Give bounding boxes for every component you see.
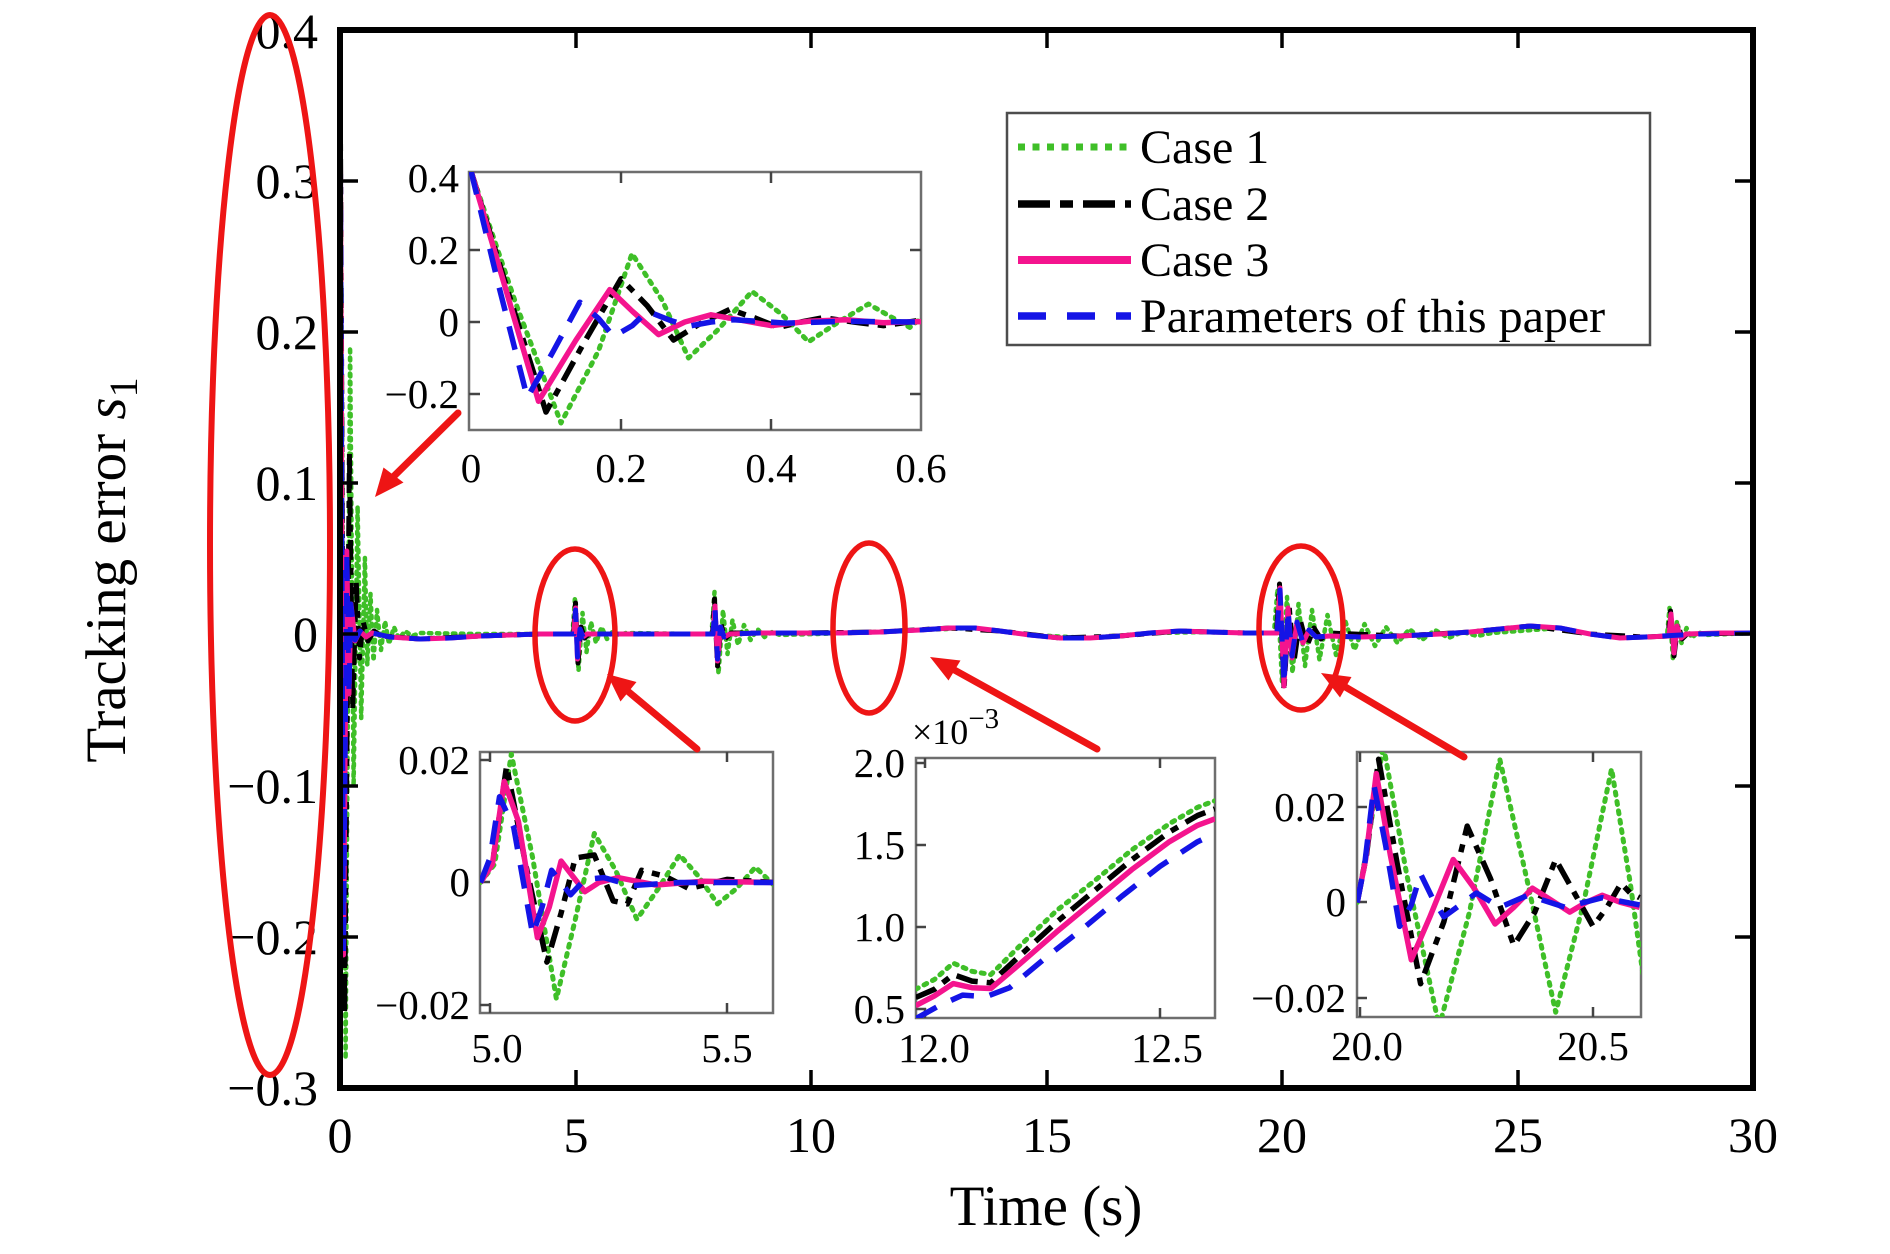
x-tick-15: 15 bbox=[1022, 1107, 1072, 1163]
ellipse-t20 bbox=[1256, 543, 1346, 713]
parameters-curve-inset-t0 bbox=[469, 172, 921, 401]
y-tick--0.2: −0.2 bbox=[227, 909, 318, 965]
inset-t20-ytick--0.02: −0.02 bbox=[1251, 975, 1346, 1021]
annotation-ellipses bbox=[207, 12, 1346, 1078]
annotation-arrows bbox=[375, 409, 1468, 761]
case-1-curve-inset-t0 bbox=[469, 172, 921, 426]
x-tick-30: 30 bbox=[1728, 1107, 1778, 1163]
parameters-curve-main bbox=[338, 29, 1754, 955]
inset-t5: 0.02 0 −0.02 5.0 5.5 bbox=[375, 737, 775, 1071]
x-axis-title: Time (s) bbox=[950, 1175, 1143, 1238]
y-tick--0.3: −0.3 bbox=[227, 1060, 318, 1116]
y-axis-title: Tracking error s1 bbox=[75, 377, 146, 762]
inset-t0-ytick-0.4: 0.4 bbox=[408, 155, 459, 201]
x-tick-5: 5 bbox=[564, 1107, 589, 1163]
case-1-curve-inset-t20 bbox=[1357, 752, 1641, 1017]
y-tick-labels: 0.4 0.3 0.2 0.1 0 −0.1 −0.2 −0.3 bbox=[227, 3, 318, 1116]
inset-t5-xtick-5.5: 5.5 bbox=[701, 1025, 752, 1071]
inset-t20: 0.02 0 −0.02 20.0 20.5 bbox=[1251, 750, 1643, 1069]
inset-t12-xtick-12.5: 12.5 bbox=[1131, 1025, 1203, 1071]
ellipse-t0 bbox=[207, 12, 333, 1078]
y-tick-0.1: 0.1 bbox=[256, 455, 319, 511]
y-tick-0.3: 0.3 bbox=[256, 153, 319, 209]
legend-label-parameters: Parameters of this paper bbox=[1140, 290, 1605, 343]
inset-t5-ytick-0.02: 0.02 bbox=[398, 737, 470, 783]
legend-label-case-3: Case 3 bbox=[1140, 234, 1269, 287]
x-tick-10: 10 bbox=[786, 1107, 836, 1163]
legend: Case 1 Case 2 Case 3 Parameters of this … bbox=[1005, 111, 1652, 347]
inset-t20-xtick-20.0: 20.0 bbox=[1331, 1023, 1403, 1069]
inset-t12-multiplier: ×10−3 bbox=[912, 703, 999, 752]
inset-t0-xtick-0: 0 bbox=[461, 445, 482, 491]
inset-t12-labels: ×10−3 2.0 1.5 1.0 0.5 12.0 12.5 bbox=[854, 703, 1203, 1071]
arrow-to-ellipse-t20 bbox=[1321, 673, 1468, 761]
inset-t12-xtick-12.0: 12.0 bbox=[898, 1025, 970, 1071]
inset-t12: ×10−3 2.0 1.5 1.0 0.5 12.0 12.5 bbox=[854, 703, 1217, 1071]
inset-t5-ytick--0.02: −0.02 bbox=[375, 982, 470, 1028]
inset-t12-ytick-1.0: 1.0 bbox=[854, 904, 905, 950]
inset-t20-ytick-0.02: 0.02 bbox=[1274, 784, 1346, 830]
inset-t5-xtick-5.0: 5.0 bbox=[471, 1025, 522, 1071]
inset-t0: 0.4 0.2 0 −0.2 0 0.2 0.4 0.6 bbox=[385, 155, 947, 491]
legend-label-case-1: Case 1 bbox=[1140, 121, 1269, 174]
inset-t0-xtick-0.6: 0.6 bbox=[895, 445, 946, 491]
ellipse-t5 bbox=[532, 546, 618, 724]
parameters-curve-inset-t12 bbox=[916, 831, 1215, 1018]
inset-t0-ytick-0.2: 0.2 bbox=[408, 227, 459, 273]
inset-t5-ytick-0: 0 bbox=[450, 859, 471, 905]
inset-t0-xtick-0.4: 0.4 bbox=[745, 445, 796, 491]
case-3-curve-inset-t12 bbox=[916, 816, 1215, 1009]
ellipse-t12 bbox=[830, 540, 908, 716]
main-axes-frame bbox=[337, 27, 1756, 1091]
arrow-to-ellipse-t5 bbox=[607, 674, 701, 753]
parameters-curve-inset-t20 bbox=[1357, 782, 1641, 930]
x-tick-25: 25 bbox=[1493, 1107, 1543, 1163]
arrow-to-ellipse-t12 bbox=[930, 657, 1101, 753]
arrow-to-ellipse-t0 bbox=[375, 409, 462, 497]
inset-t0-ytick--0.2: −0.2 bbox=[385, 371, 459, 417]
inset-t20-ytick-0: 0 bbox=[1326, 879, 1347, 925]
inset-t20-labels: 0.02 0 −0.02 20.0 20.5 bbox=[1251, 784, 1629, 1069]
legend-box bbox=[1005, 111, 1652, 347]
y-tick-0: 0 bbox=[293, 606, 318, 662]
main-plot-area bbox=[338, 27, 1756, 1062]
case-1-curve-inset-t5 bbox=[480, 752, 773, 1002]
parameters-curve-inset-t5 bbox=[480, 794, 773, 938]
inset-t12-ytick-2.0: 2.0 bbox=[854, 740, 905, 786]
inset-t5-labels: 0.02 0 −0.02 5.0 5.5 bbox=[375, 737, 753, 1071]
inset-t12-ytick-1.5: 1.5 bbox=[854, 822, 905, 868]
x-tick-labels: 0 5 10 15 20 25 30 bbox=[328, 1107, 1779, 1163]
y-tick-0.2: 0.2 bbox=[256, 304, 319, 360]
x-tick-0: 0 bbox=[328, 1107, 353, 1163]
inset-t12-ytick-0.5: 0.5 bbox=[854, 986, 905, 1032]
inset-t0-xtick-0.2: 0.2 bbox=[595, 445, 646, 491]
inset-t20-xtick-20.5: 20.5 bbox=[1557, 1023, 1629, 1069]
legend-label-case-2: Case 2 bbox=[1140, 178, 1269, 231]
inset-t0-labels: 0.4 0.2 0 −0.2 0 0.2 0.4 0.6 bbox=[385, 155, 947, 491]
x-tick-20: 20 bbox=[1257, 1107, 1307, 1163]
inset-t0-ytick-0: 0 bbox=[439, 299, 460, 345]
case-1-curve-inset-t12 bbox=[916, 798, 1215, 992]
y-tick--0.1: −0.1 bbox=[227, 758, 318, 814]
case-2-curve-inset-t12 bbox=[916, 806, 1215, 1001]
